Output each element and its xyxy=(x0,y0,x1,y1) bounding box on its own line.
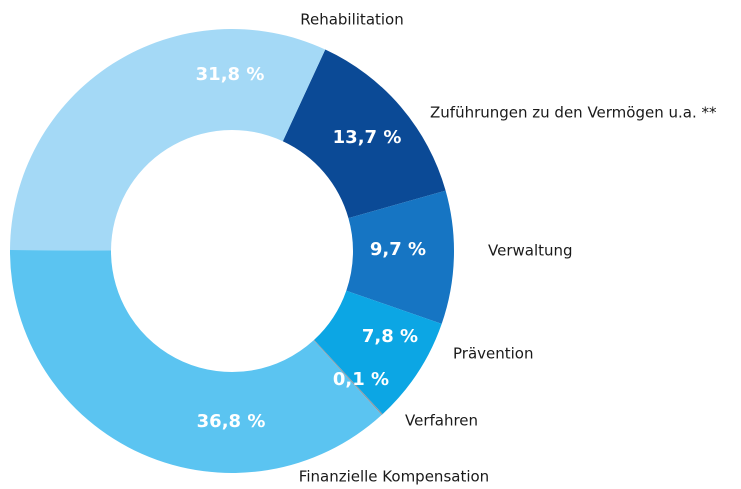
category-label: Finanzielle Kompensation xyxy=(299,468,489,486)
category-label: Verwaltung xyxy=(488,242,573,260)
donut-slice xyxy=(10,250,382,474)
donut-slice xyxy=(346,190,454,324)
slice-value-label: 0,1 % xyxy=(333,369,389,390)
category-label: Verfahren xyxy=(405,412,478,430)
slice-value-label: 13,7 % xyxy=(333,127,402,148)
category-label: Zuführungen zu den Vermögen u.a. ** xyxy=(430,104,717,122)
slice-value-label: 36,8 % xyxy=(197,411,266,432)
category-label: Prävention xyxy=(453,345,534,363)
donut-slice xyxy=(282,49,446,219)
category-label: Rehabilitation xyxy=(300,11,404,29)
donut-slice xyxy=(314,290,442,415)
slice-value-label: 9,7 % xyxy=(370,239,426,260)
donut-slice xyxy=(313,339,383,416)
slice-value-label: 7,8 % xyxy=(362,326,418,347)
slice-value-label: 31,8 % xyxy=(196,64,265,85)
donut-slice xyxy=(10,28,326,251)
